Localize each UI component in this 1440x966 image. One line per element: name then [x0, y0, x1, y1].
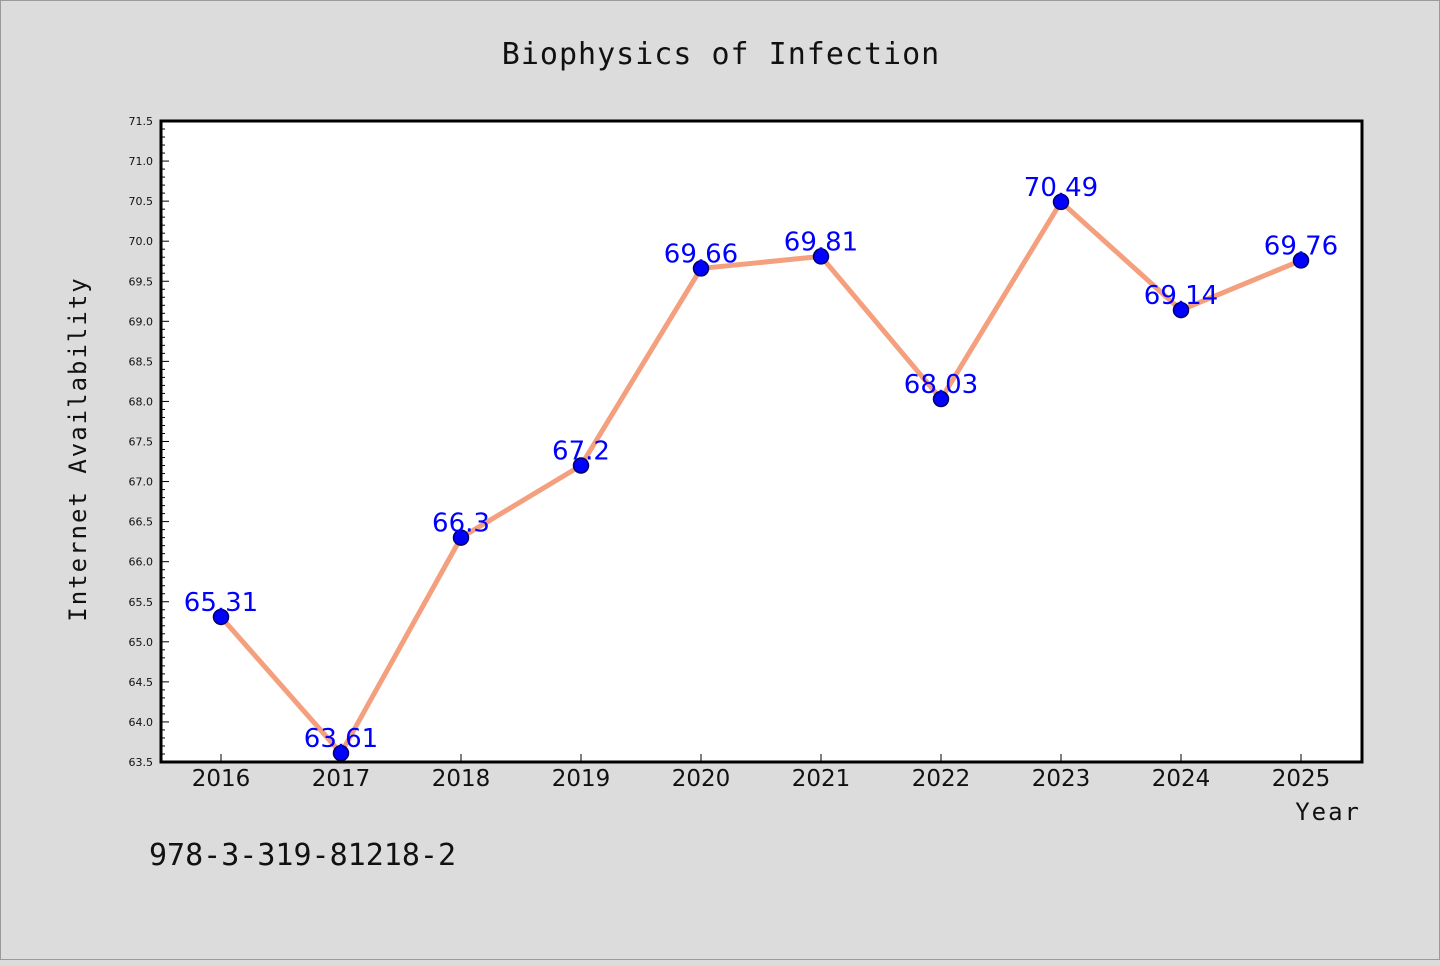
plot-area: [161, 121, 1362, 762]
y-tick-label: 67.5: [129, 436, 154, 449]
x-tick-label: 2018: [432, 766, 491, 792]
y-tick-label: 67.0: [129, 476, 154, 489]
data-label: 69.81: [784, 227, 858, 257]
x-tick-label: 2019: [552, 766, 611, 792]
x-tick-label: 2023: [1032, 766, 1091, 792]
y-tick-label: 64.0: [129, 716, 154, 729]
y-tick-label: 70.0: [129, 235, 154, 248]
y-tick-label: 71.0: [129, 155, 154, 168]
x-tick-label: 2022: [912, 766, 971, 792]
data-point-marker: [1172, 301, 1190, 319]
y-tick-label: 68.0: [129, 395, 154, 408]
x-tick-label: 2025: [1272, 766, 1331, 792]
data-label: 67.2: [552, 437, 610, 467]
y-tick-label: 63.5: [129, 756, 154, 769]
data-point-marker: [1052, 193, 1070, 211]
data-point-marker: [1292, 252, 1310, 269]
data-label: 70.49: [1024, 173, 1098, 203]
y-tick-label: 71.5: [129, 115, 154, 128]
x-tick-label: 2020: [672, 766, 731, 792]
x-axis-label: Year: [1295, 798, 1361, 826]
data-label: 66.3: [432, 509, 490, 539]
data-label: 69.14: [1144, 281, 1218, 311]
data-label: 63.61: [304, 724, 378, 754]
y-tick-label: 64.5: [129, 676, 154, 689]
x-tick-label: 2021: [792, 766, 851, 792]
data-point-marker: [692, 260, 710, 277]
y-axis-label: Internet Availability: [64, 276, 92, 621]
series-line: [218, 199, 1304, 756]
y-tick-label: 66.0: [129, 556, 154, 569]
isbn-annotation: 978-3-319-81218-2: [149, 838, 456, 873]
data-point-marker: [812, 248, 830, 265]
x-axis-ticks: 2016 2017 2018 2019 2020 2021 2022 2023 2024 2025: [192, 754, 1331, 792]
data-point-marker: [452, 529, 470, 546]
x-tick-label: 2024: [1152, 766, 1211, 792]
y-tick-label: 65.0: [129, 636, 154, 649]
data-label: 68.03: [904, 370, 978, 400]
data-label: 65.31: [184, 588, 258, 618]
plot-frame: [159, 119, 1364, 764]
data-label: 69.66: [664, 239, 738, 269]
x-tick-label: 2016: [192, 766, 251, 792]
y-tick-label: 65.5: [129, 596, 154, 609]
y-axis-ticks: 63.5 64.0 64.5 65.0 65.5 66.0 66.5 67.0 67.5 68.0…: [129, 115, 169, 769]
data-label: 69.76: [1264, 231, 1338, 261]
x-tick-label: 2017: [312, 766, 371, 792]
y-tick-label: 69.0: [129, 315, 154, 328]
data-point-marker: [932, 390, 950, 408]
y-tick-label: 68.5: [129, 355, 154, 368]
chart-title: Biophysics of Infection: [502, 37, 940, 72]
data-point-marker: [212, 608, 230, 626]
series-layer: 65.31 63.61 66.3 67.2 69.66 69.81 68.03 70.49 69…: [184, 173, 1338, 762]
y-tick-label: 69.5: [129, 275, 154, 288]
data-point-marker: [572, 457, 590, 474]
y-tick-label: 70.5: [129, 195, 154, 208]
y-tick-label: 66.5: [129, 516, 154, 529]
